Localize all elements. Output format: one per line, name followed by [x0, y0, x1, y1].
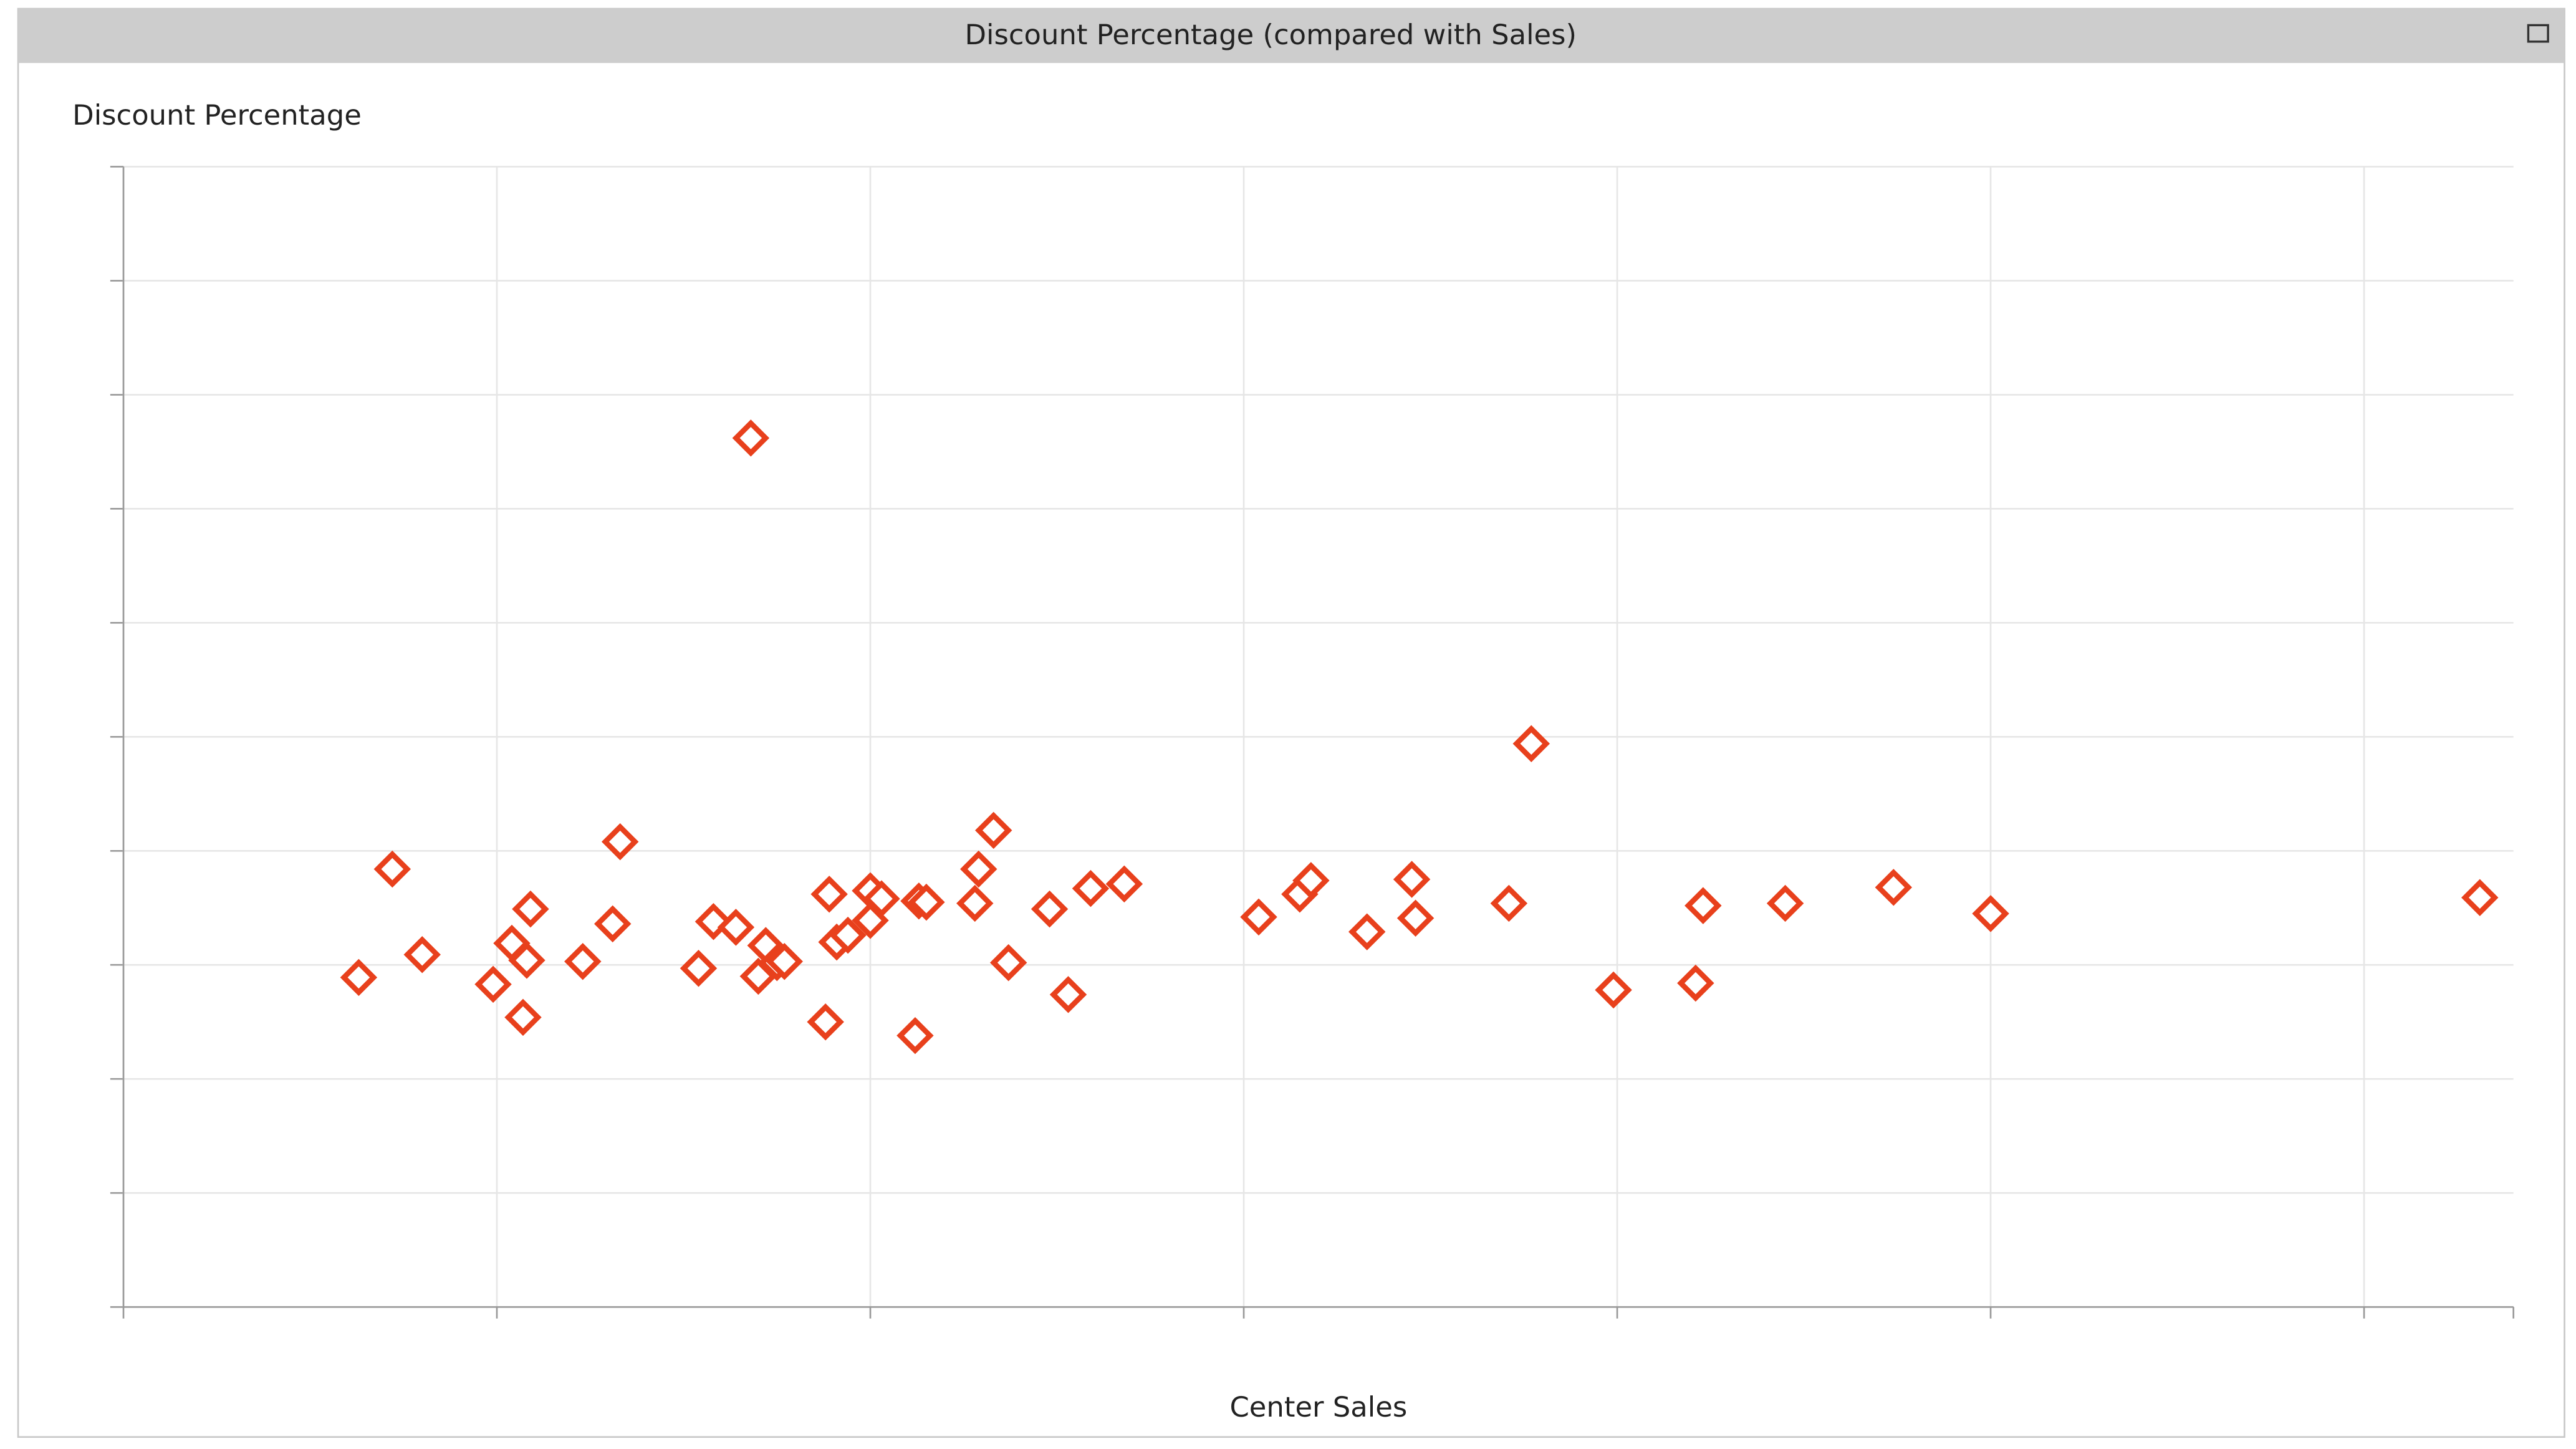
window-title: Discount Percentage (compared with Sales…: [964, 18, 1577, 51]
point: [1348, 913, 1386, 950]
point: [474, 965, 512, 1003]
title-bar: [18, 8, 2565, 64]
maximize-button[interactable]: [2527, 24, 2549, 43]
point: [1512, 725, 1550, 763]
point: [340, 959, 378, 997]
point: [373, 850, 411, 888]
point: [512, 890, 549, 928]
point: [1049, 976, 1087, 1013]
point: [680, 949, 718, 987]
point: [594, 905, 632, 943]
point: [1677, 964, 1714, 1002]
point: [1972, 895, 2009, 932]
point: [1031, 890, 1069, 928]
point: [1105, 865, 1143, 903]
point: [1072, 869, 1110, 907]
y-axis-label: Discount Percentage: [72, 98, 362, 132]
point: [960, 850, 997, 888]
point: [504, 998, 542, 1036]
point: [508, 942, 545, 979]
point: [863, 880, 900, 917]
point: [1240, 898, 1277, 936]
point: [1396, 899, 1435, 937]
x-axis-label: Center Sales: [1229, 1390, 1407, 1423]
window-frame: [17, 7, 2565, 1438]
point: [989, 944, 1027, 982]
point: [908, 883, 945, 921]
point: [564, 943, 602, 980]
point: [1766, 884, 1804, 922]
point: [1875, 869, 1913, 906]
point: [1393, 861, 1431, 898]
point: [2461, 879, 2499, 917]
point: [1595, 971, 1632, 1009]
point: [829, 916, 867, 954]
point: [896, 1016, 934, 1054]
point: [956, 884, 994, 922]
point: [403, 936, 441, 973]
point: [974, 811, 1012, 849]
point: [1684, 887, 1722, 924]
point: [732, 419, 770, 457]
point: [601, 823, 639, 861]
point: [1292, 862, 1330, 899]
point: [1490, 884, 1528, 922]
point: [810, 876, 848, 913]
point: [766, 943, 804, 980]
point: [717, 909, 755, 946]
point: [807, 1003, 844, 1041]
